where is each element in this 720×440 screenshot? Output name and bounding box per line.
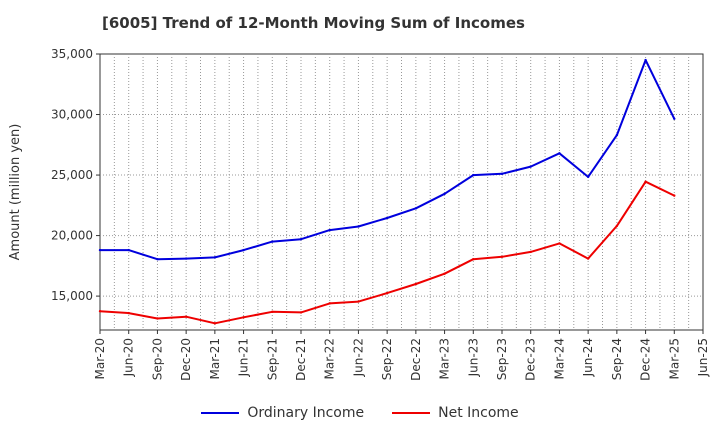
legend-item-net-income: Net Income	[392, 405, 519, 421]
data-point	[385, 291, 389, 295]
x-tick-label: Sep-24	[610, 338, 624, 380]
y-tick-label: 15,000	[51, 289, 93, 303]
data-point	[414, 207, 418, 210]
data-point	[98, 248, 102, 252]
data-point	[156, 317, 159, 320]
data-point	[529, 165, 532, 168]
data-point	[242, 248, 245, 252]
data-point	[271, 310, 274, 314]
series-layer	[98, 58, 676, 325]
legend: Ordinary Income Net Income	[0, 405, 720, 421]
x-tick-label: Dec-21	[294, 338, 308, 381]
data-point	[644, 58, 647, 62]
legend-line-ordinary-income	[201, 412, 240, 414]
x-tick-label: Mar-20	[93, 338, 107, 379]
x-tick-label: Jun-25	[696, 338, 710, 377]
x-tick-label: Jun-22	[351, 338, 365, 377]
chart-title: [6005] Trend of 12-Month Moving Sum of I…	[102, 14, 525, 32]
data-point	[472, 173, 475, 177]
data-point	[644, 180, 647, 183]
y-axis-label: Amount (million yen)	[8, 124, 23, 261]
data-point	[558, 152, 561, 155]
x-tick-label: Sep-20	[150, 338, 164, 380]
data-point	[673, 117, 676, 120]
data-point	[558, 242, 561, 245]
x-tick-label: Mar-23	[438, 338, 452, 379]
x-tick-label: Dec-20	[179, 338, 193, 381]
data-point	[673, 194, 676, 197]
data-point	[357, 225, 360, 228]
x-tick-label: Sep-22	[380, 338, 394, 380]
y-tick-label: 25,000	[51, 168, 93, 182]
x-tick-label: Jun-20	[122, 338, 136, 377]
y-axis: 15,000 20,000 25,000 30,000 35,000	[51, 47, 100, 303]
x-tick-label: Mar-22	[323, 338, 337, 379]
data-point	[472, 257, 475, 261]
data-point	[127, 311, 130, 315]
data-point	[586, 175, 590, 179]
data-point	[271, 240, 274, 243]
x-tick-label: Dec-24	[639, 338, 653, 381]
data-point	[615, 133, 619, 137]
data-point	[184, 257, 188, 260]
x-tick-label: Mar-24	[552, 338, 566, 379]
data-point	[586, 257, 590, 260]
x-tick-label: Jun-23	[466, 338, 480, 377]
grid-lines	[100, 54, 703, 330]
x-tick-label: Mar-25	[667, 338, 681, 379]
x-axis: Mar-20 Jun-20 Sep-20 Dec-20 Mar-21 Jun-21 Sep-…	[93, 330, 710, 381]
data-point	[443, 272, 446, 275]
x-tick-label: Jun-21	[237, 338, 251, 377]
x-tick-label: Sep-23	[495, 338, 509, 380]
data-point	[98, 310, 102, 313]
data-point	[184, 315, 188, 318]
x-tick-label: Sep-21	[265, 338, 279, 380]
x-tick-label: Jun-24	[581, 338, 595, 377]
data-point	[242, 316, 245, 319]
legend-label-ordinary-income: Ordinary Income	[247, 405, 365, 421]
data-point	[500, 255, 504, 258]
data-point	[328, 228, 331, 232]
data-point	[127, 248, 130, 252]
data-point	[156, 257, 159, 261]
data-point	[213, 322, 217, 325]
legend-line-net-income	[392, 412, 431, 414]
data-point	[357, 300, 360, 303]
legend-item-ordinary-income: Ordinary Income	[201, 405, 364, 421]
data-point	[328, 302, 331, 305]
legend-label-net-income: Net Income	[438, 405, 519, 421]
y-tick-label: 20,000	[51, 229, 93, 243]
data-point	[529, 250, 532, 254]
data-point	[299, 238, 303, 241]
y-tick-label: 35,000	[51, 47, 93, 61]
data-point	[299, 311, 303, 314]
data-point	[213, 256, 217, 259]
x-tick-label: Dec-22	[409, 338, 423, 381]
data-point	[414, 282, 418, 286]
x-tick-label: Dec-23	[524, 338, 538, 381]
data-point	[500, 172, 504, 176]
data-point	[615, 224, 619, 228]
data-point	[443, 192, 446, 196]
y-tick-label: 30,000	[51, 108, 93, 122]
x-tick-label: Mar-21	[208, 338, 222, 379]
data-point	[385, 216, 389, 220]
